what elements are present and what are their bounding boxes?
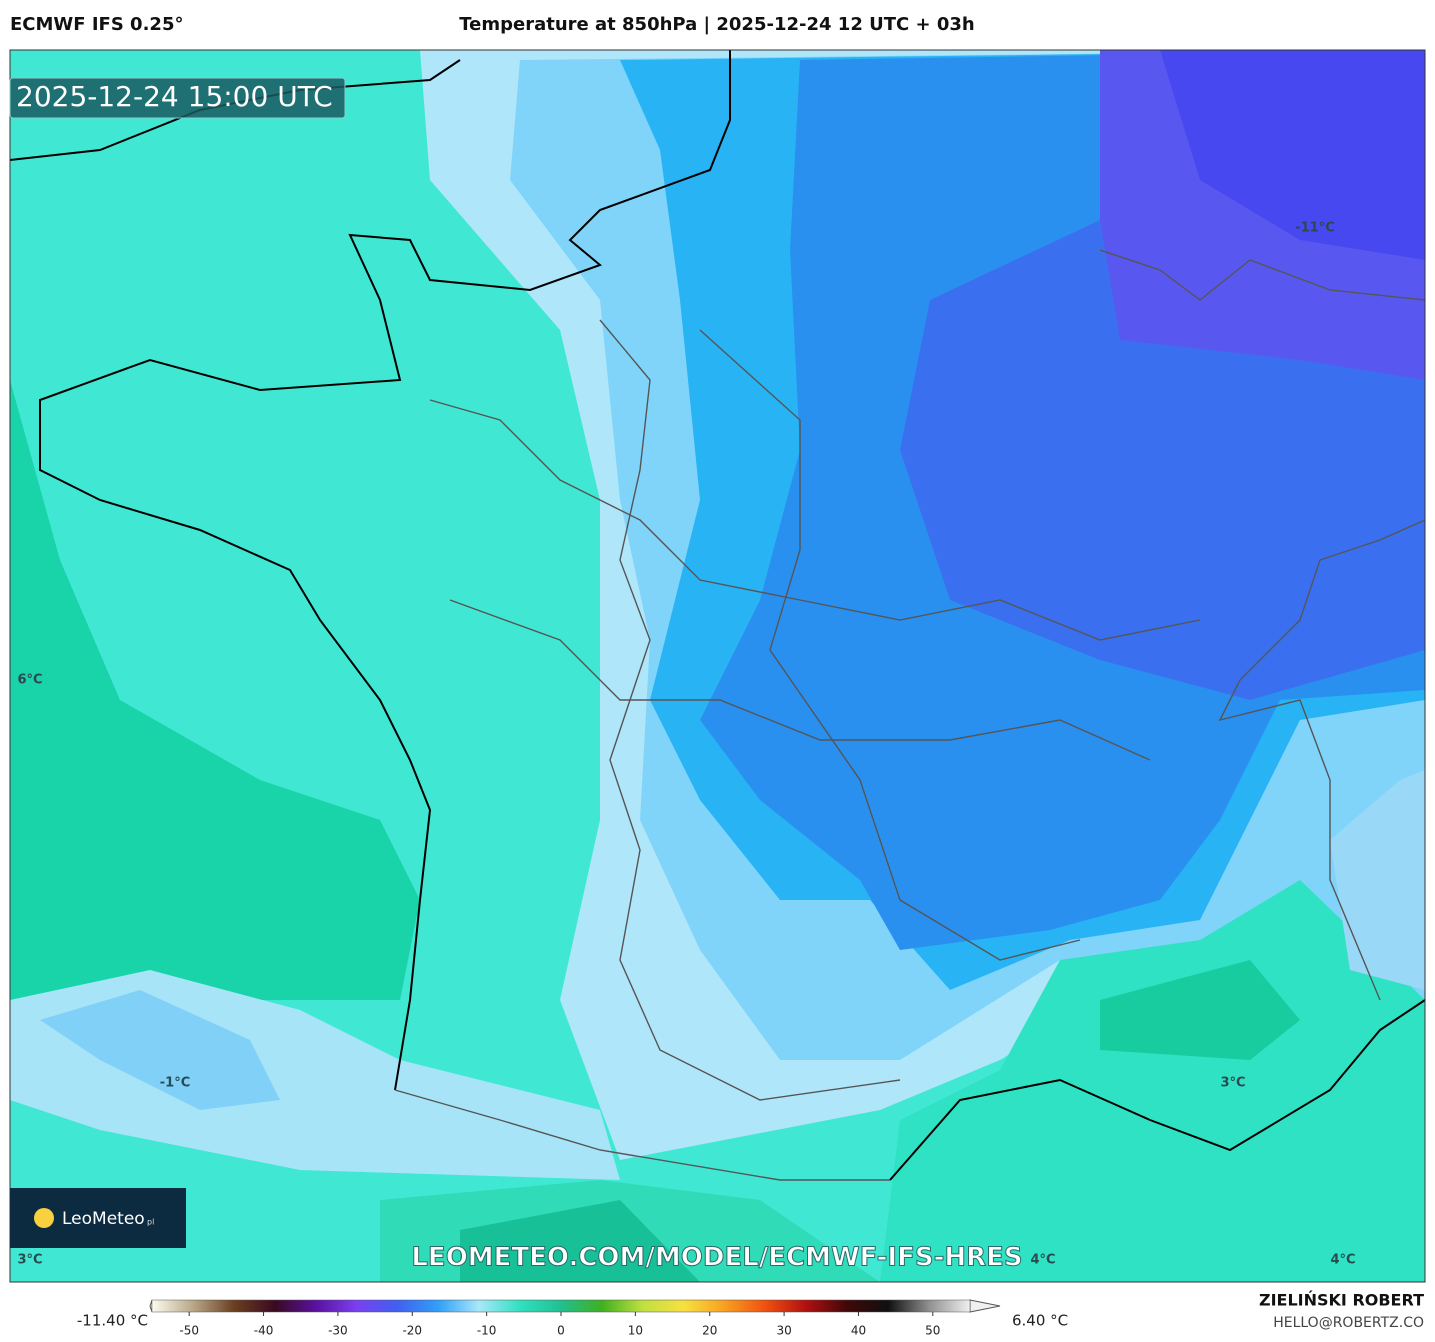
map-frame: [9, 49, 1426, 1283]
colorbar-tick-label: 40: [851, 1324, 866, 1338]
logo-sun: [34, 1208, 54, 1228]
colorbar-end: [149, 1299, 153, 1313]
map-label: 3°C: [1220, 1076, 1245, 1091]
map-label: -11°C: [1295, 221, 1335, 236]
colorbar-tick-label: -10: [477, 1324, 497, 1338]
colorbar-max: 6.40 °C: [1012, 1312, 1068, 1330]
map-label: 3°C: [17, 1253, 42, 1268]
colorbar-tick-label: -30: [328, 1324, 348, 1338]
colorbar-tick-label: 0: [557, 1324, 565, 1338]
map-label: 4°C: [1030, 1253, 1055, 1268]
timestamp: 2025-12-24 15:00 UTC: [16, 80, 333, 113]
map-label: -1°C: [160, 1076, 190, 1091]
colorbar-min: -11.40 °C: [77, 1312, 148, 1330]
model-name: ECMWF IFS 0.25°: [10, 14, 183, 35]
map: -11°C 6°C -1°C 3°C 4°C 4°C 3°C: [10, 50, 1425, 1282]
logo: LeoMeteo: [62, 1209, 145, 1229]
colorbar: -50 -40 -30 -20 -10 0 10 20 30 40 50: [149, 1299, 1001, 1338]
author: ZIELIŃSKI ROBERT: [1259, 1291, 1424, 1310]
map-label: 4°C: [1330, 1253, 1355, 1268]
map-label: 6°C: [17, 673, 42, 688]
colorbar-bar: [151, 1299, 971, 1313]
timestamp-box: [9, 77, 346, 119]
logo-suffix: pl: [147, 1218, 154, 1227]
colorbar-tick-label: 50: [925, 1324, 940, 1338]
colorbar-tick-label: -20: [402, 1324, 422, 1338]
colorbar-end: [969, 1299, 1001, 1313]
colorbar-tick-label: 20: [702, 1324, 717, 1338]
watermark: LEOMETEO.COM/MODEL/ECMWF-IFS-HRES: [411, 1243, 1022, 1273]
email: HELLO@ROBERTZ.CO: [1273, 1315, 1424, 1331]
colorbar-tick-label: 30: [776, 1324, 791, 1338]
map-title: Temperature at 850hPa | 2025-12-24 12 UT…: [459, 14, 974, 35]
colorbar-tick-label: -40: [254, 1324, 274, 1338]
colorbar-tick-label: 10: [628, 1324, 643, 1338]
colorbar-tick-label: -50: [179, 1324, 199, 1338]
